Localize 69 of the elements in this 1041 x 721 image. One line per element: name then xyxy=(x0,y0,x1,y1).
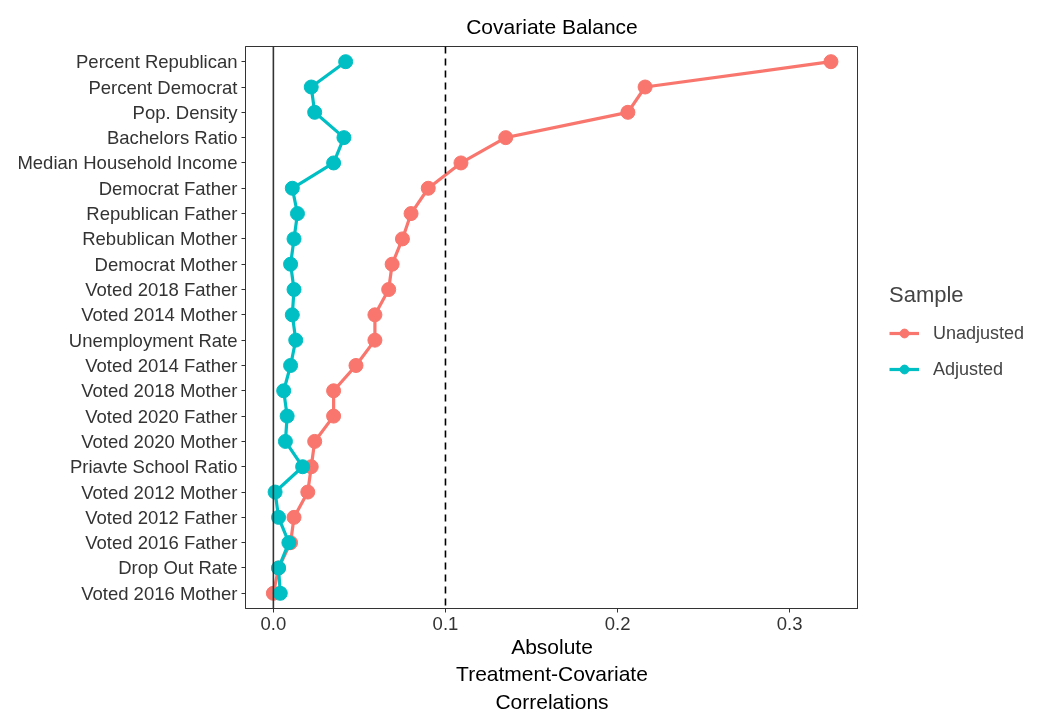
point xyxy=(284,307,300,323)
point xyxy=(276,383,292,399)
y-tick-label: Pop. Density xyxy=(132,101,239,123)
point xyxy=(279,408,295,424)
point xyxy=(289,206,305,222)
y-tick-label: Percent Republican xyxy=(76,51,238,73)
point xyxy=(403,206,419,222)
y-tick-label: Republican Father xyxy=(86,203,238,225)
point xyxy=(367,307,383,323)
y-tick-label: Voted 2018 Mother xyxy=(81,380,238,402)
y-tick-label: Voted 2012 Father xyxy=(85,506,238,528)
x-tick-label: 0.0 xyxy=(260,612,287,634)
point xyxy=(348,357,364,373)
y-tick-label: Voted 2014 Father xyxy=(85,354,238,376)
y-tick-label: Voted 2012 Mother xyxy=(81,481,238,503)
point xyxy=(271,509,287,525)
point xyxy=(283,256,299,272)
point xyxy=(300,484,316,500)
point xyxy=(272,585,288,601)
y-tick-label: Democrat Father xyxy=(98,177,238,199)
point xyxy=(295,459,311,475)
y-tick-label: Drop Out Rate xyxy=(118,557,238,579)
legend-label: Unadjusted xyxy=(933,322,1025,344)
y-tick-label: Unemployment Rate xyxy=(68,329,238,351)
point xyxy=(453,155,469,171)
point xyxy=(303,79,319,95)
point xyxy=(620,104,636,120)
legend-title: Sample xyxy=(889,282,965,308)
point xyxy=(307,433,323,449)
point xyxy=(381,282,397,298)
point xyxy=(286,509,302,525)
x-tick-label: 0.3 xyxy=(776,612,803,634)
x-tick-label: 0.1 xyxy=(432,612,459,634)
point xyxy=(283,357,299,373)
point xyxy=(277,433,293,449)
x-axis-title: Absolute Treatment-Covariate Correlations xyxy=(456,634,648,713)
point xyxy=(326,408,342,424)
y-tick-label: Bachelors Ratio xyxy=(106,127,238,149)
y-tick-label: Voted 2016 Mother xyxy=(81,582,238,604)
point xyxy=(326,155,342,171)
y-tick-label: Rebublican Mother xyxy=(82,228,238,250)
point xyxy=(288,332,304,348)
point xyxy=(284,180,300,196)
y-tick-label: Democrat Mother xyxy=(94,253,238,275)
y-tick-label: Priavte School Ratio xyxy=(69,456,238,478)
point xyxy=(307,104,323,120)
point xyxy=(326,383,342,399)
point xyxy=(498,130,514,146)
y-tick-label: Voted 2018 Father xyxy=(85,279,238,301)
point xyxy=(338,54,354,70)
point xyxy=(637,79,653,95)
point xyxy=(823,54,839,70)
point xyxy=(267,484,283,500)
point xyxy=(394,231,410,247)
point xyxy=(420,180,436,196)
y-tick-label: Voted 2020 Father xyxy=(85,405,238,427)
y-tick-label: Voted 2014 Mother xyxy=(81,304,238,326)
y-tick-label: Voted 2016 Father xyxy=(85,532,238,554)
point xyxy=(286,231,302,247)
point xyxy=(286,282,302,298)
y-tick-label: Percent Democrat xyxy=(88,76,238,98)
point xyxy=(367,332,383,348)
chart-title: Covariate Balance xyxy=(466,14,638,38)
y-tick-label: Voted 2020 Mother xyxy=(81,430,238,452)
legend-label: Adjusted xyxy=(933,358,1004,380)
point xyxy=(384,256,400,272)
x-tick-label: 0.2 xyxy=(604,612,631,634)
y-tick-label: Median Household Income xyxy=(17,152,238,174)
point xyxy=(336,130,352,146)
